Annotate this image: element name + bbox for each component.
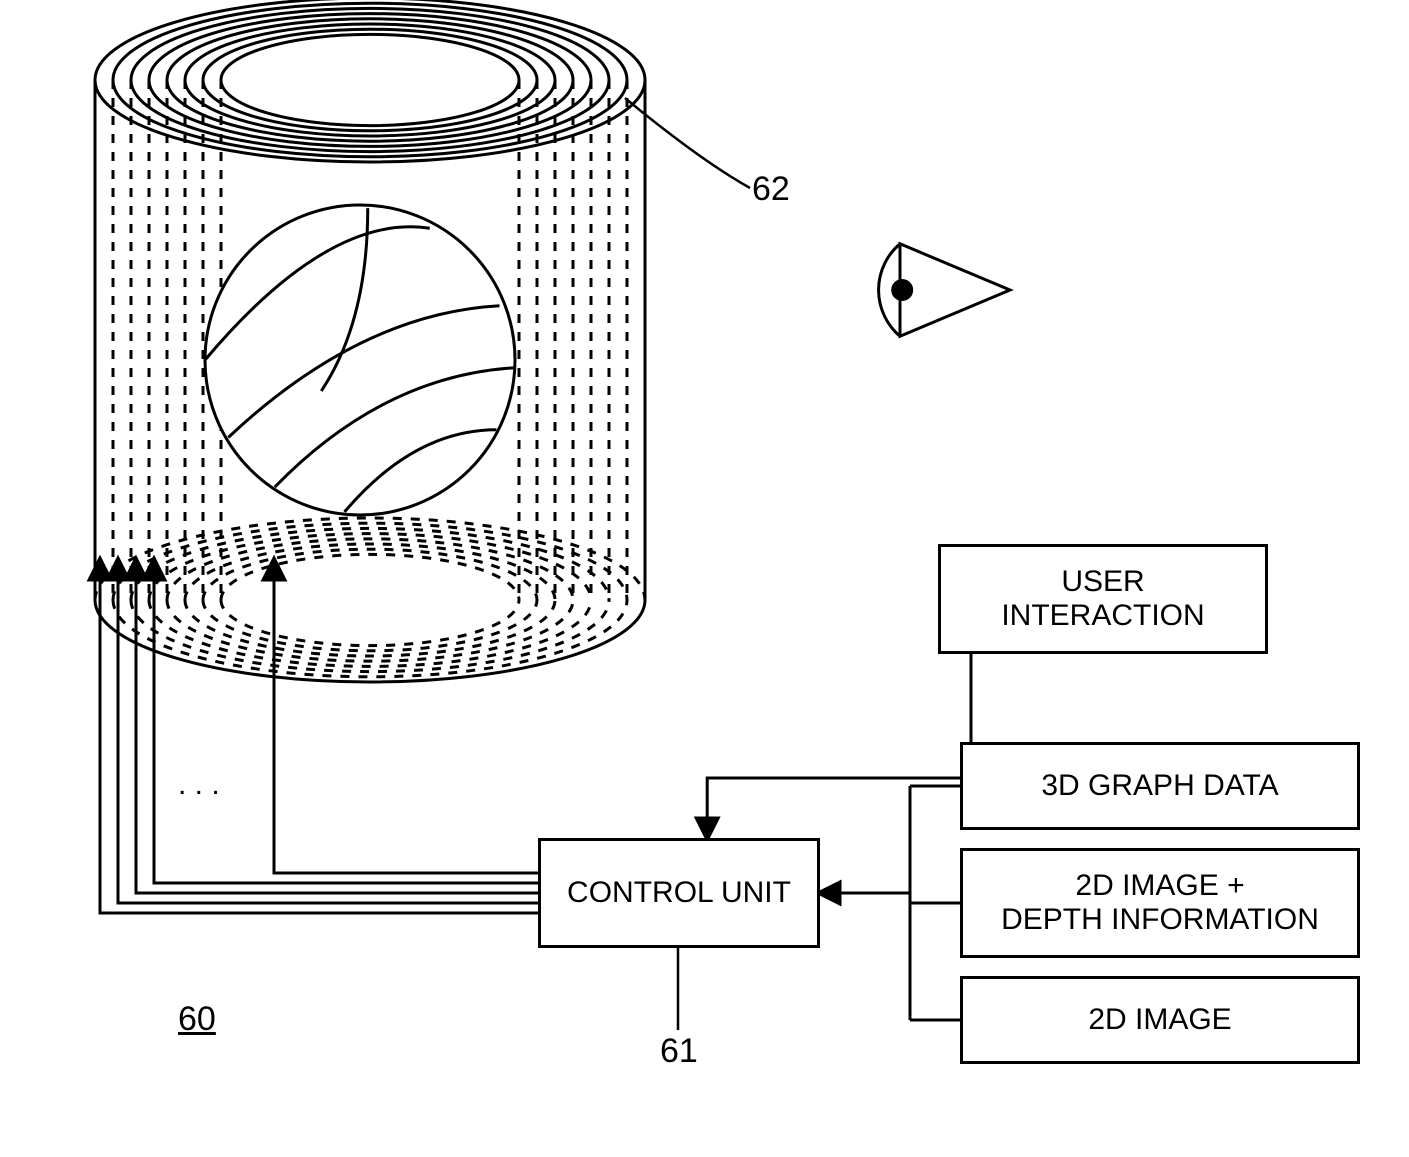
data-2d-depth-label: 2D IMAGE + DEPTH INFORMATION	[1001, 869, 1319, 938]
data-2d-box: 2D IMAGE	[960, 976, 1360, 1064]
ref-61-label: 61	[660, 1032, 698, 1071]
ref-60-label: 60	[178, 1000, 216, 1039]
data-2d-label: 2D IMAGE	[1088, 1003, 1231, 1038]
ref-62-label: 62	[752, 170, 790, 209]
control-unit-box: CONTROL UNIT	[538, 838, 820, 948]
data-3d-box: 3D GRAPH DATA	[960, 742, 1360, 830]
figure-root: CONTROL UNIT USER INTERACTION 3D GRAPH D…	[0, 0, 1409, 1157]
data-2d-depth-box: 2D IMAGE + DEPTH INFORMATION	[960, 848, 1360, 958]
user-interaction-box: USER INTERACTION	[938, 544, 1268, 654]
wire-ellipsis: . . .	[178, 768, 220, 802]
user-interaction-label: USER INTERACTION	[1001, 565, 1204, 634]
control-unit-label: CONTROL UNIT	[567, 876, 791, 911]
data-3d-label: 3D GRAPH DATA	[1041, 769, 1278, 804]
